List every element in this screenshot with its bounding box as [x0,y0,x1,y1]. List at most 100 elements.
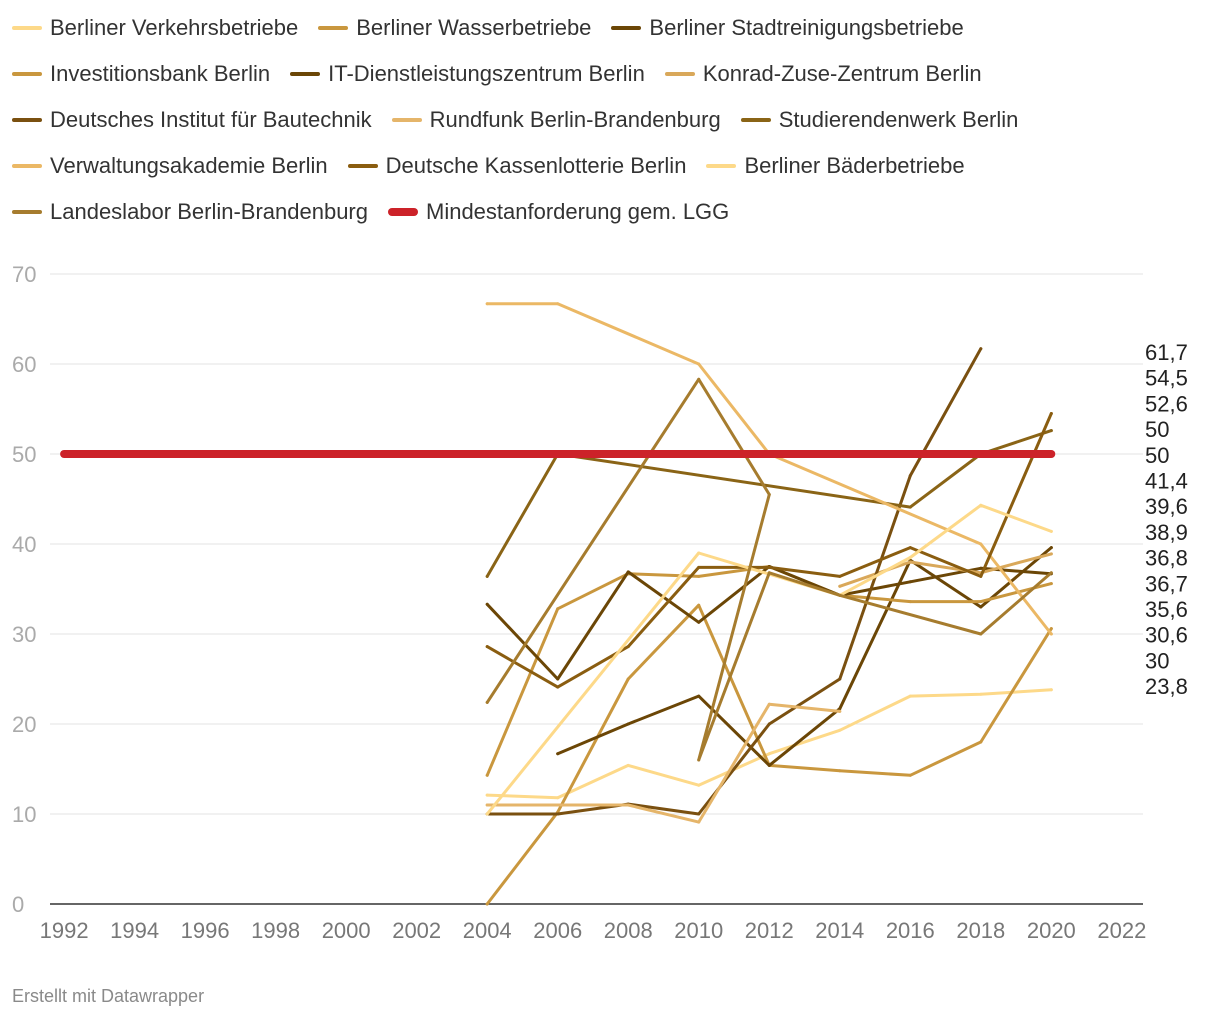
y-tick-label: 10 [12,802,36,827]
end-value-label: 50 [1145,443,1169,468]
end-value-label: 36,8 [1145,546,1188,571]
data-point [485,773,489,777]
data-point [979,740,983,744]
data-point [626,645,630,649]
data-point [1049,429,1053,433]
data-point [626,570,630,574]
data-point [556,302,560,306]
legend-swatch [664,72,695,76]
data-point [1049,688,1053,692]
x-tick-label: 2000 [322,918,371,943]
data-point [979,566,983,570]
data-point [626,803,630,807]
series-it-dienstleistungszentrum-berlin [485,565,1053,681]
legend-item-it-dienstleistungszentrum-berlin: IT-Dienstleistungszentrum Berlin [290,58,645,90]
series-line [485,565,1053,681]
data-point [908,580,912,584]
x-tick-label: 2016 [886,918,935,943]
data-point [556,796,560,800]
legend-swatch [740,118,771,122]
data-point [697,783,701,787]
x-tick-label: 1996 [181,918,230,943]
data-point [767,493,771,496]
legend-label: Verwaltungsakademie Berlin [50,153,328,178]
legend-swatch [12,164,42,168]
y-tick-label: 0 [12,892,24,917]
series-berliner-stadtreinigungsbetriebe [556,546,1053,767]
legend-swatch [388,208,418,216]
data-point [485,645,489,649]
data-point [697,620,701,624]
series-deutsche-kassenlotterie-berlin [485,412,1053,689]
series-line [485,503,1053,816]
x-tick-label: 1998 [251,918,300,943]
data-point [697,551,701,555]
legend-label: IT-Dienstleistungszentrum Berlin [328,61,645,86]
data-point [1049,529,1053,533]
data-point [838,584,842,588]
data-point [556,803,560,807]
series-lines [60,302,1056,906]
x-tick-label: 2002 [392,918,441,943]
x-tick-label: 2014 [815,918,864,943]
data-point [908,694,912,698]
data-point [626,722,630,726]
data-point [697,574,701,578]
end-value-label: 36,7 [1145,571,1188,596]
legend-label: Berliner Verkehrsbetriebe [50,15,299,40]
data-point [556,752,560,756]
y-tick-label: 30 [12,622,36,647]
end-value-label: 38,9 [1145,520,1188,545]
legend-item-berliner-wasserbetriebe: Berliner Wasserbetriebe [318,12,591,44]
y-tick-label: 40 [12,532,36,557]
data-point [908,546,912,550]
x-axis-ticks: 1992 1994 1996 1998 2000 2002 2004 2006 2008 2010… [40,918,1147,943]
legend-label: Investitionsbank Berlin [50,61,271,86]
legend-label: Berliner Wasserbetriebe [356,15,592,40]
y-axis-ticks: 0 10 20 30 40 50 60 70 [12,262,36,917]
data-point [979,574,983,578]
legend-swatch [12,26,42,30]
data-point [979,605,983,609]
data-point [979,600,983,604]
end-value-label: 41,4 [1145,469,1188,494]
end-value-label: 39,6 [1145,494,1188,519]
legend-item-berliner-verkehrsbetriebe: Berliner Verkehrsbetriebe [12,12,298,44]
data-point [485,803,489,807]
data-point [697,603,701,607]
data-point [485,302,489,306]
data-point [767,752,771,756]
data-point [485,812,489,816]
end-value-label: 30,6 [1145,623,1188,648]
y-tick-label: 20 [12,712,36,737]
end-value-label: 30 [1145,648,1169,673]
end-value-label: 50 [1145,417,1169,442]
y-tick-label: 70 [12,262,36,287]
data-point [979,503,983,507]
legend-label: Mindestanforderung gem. LGG [426,199,730,224]
data-point [838,677,842,681]
x-tick-label: 2012 [745,918,794,943]
data-point [979,347,983,351]
legend-swatch [391,118,422,122]
data-point [1049,552,1053,556]
end-value-label: 54,5 [1145,366,1188,391]
legend-item-landeslabor-berlin-brandenburg: Landeslabor Berlin-Brandenburg [12,196,368,228]
series-berliner-verkehrsbetriebe [485,688,1053,800]
x-tick-label: 2008 [604,918,653,943]
chart-legend: Berliner Verkehrsbetriebe Berliner Wasser… [12,12,1207,228]
end-labels: 61,754,552,6505041,439,638,936,836,735,6… [1145,340,1188,699]
data-point [556,607,560,611]
legend-swatch [347,164,378,168]
data-point [979,692,983,696]
legend-item-investitionsbank-berlin: Investitionsbank Berlin [12,58,270,90]
data-point [697,820,701,824]
footer-credit: Erstellt mit Datawrapper [12,986,205,1006]
data-point [485,902,489,906]
x-tick-label: 2006 [533,918,582,943]
end-value-label: 61,7 [1145,340,1188,365]
series-line [485,702,842,824]
legend-swatch [611,26,642,30]
data-point [908,773,912,777]
x-tick-label: 1994 [110,918,159,943]
